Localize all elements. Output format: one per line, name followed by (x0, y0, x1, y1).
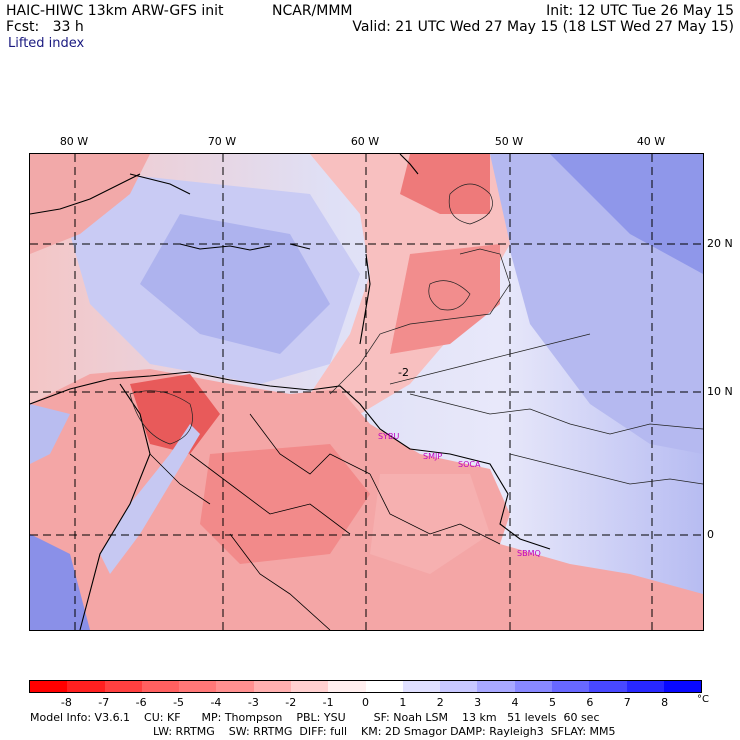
lon-label-60w: 60 W (350, 135, 380, 148)
unstable-core-amazon (200, 444, 370, 564)
colorbar-swatch (216, 681, 254, 692)
unstable-core-atlantic (390, 244, 500, 354)
stable-region-panama (30, 404, 70, 464)
colorbar-tick-label: 0 (362, 696, 369, 709)
colorbar-swatch (67, 681, 105, 692)
coastlines (30, 154, 551, 630)
colorbar-tick-label: 2 (436, 696, 444, 709)
valid-time: Valid: 21 UTC Wed 27 May 15 (18 LST Wed … (352, 19, 734, 35)
colorbar-tick-label: 6 (586, 696, 594, 709)
colorbar-tick-label: 5 (548, 696, 556, 709)
contour-label-minus2: -2 (398, 366, 409, 379)
unstable-core-north (400, 154, 490, 214)
forecast-hour: Fcst: 33 h (6, 19, 84, 35)
station-sybu: SYBU (378, 432, 400, 441)
stable-core-caribbean (140, 214, 330, 354)
station-sbmq: SBMQ (517, 549, 541, 558)
map-canvas: -2 (30, 154, 703, 630)
colorbar-swatch (253, 681, 291, 692)
colorbar-tick-label: -1 (322, 696, 334, 709)
lifted-index-map: -2 (29, 153, 704, 631)
contour-lines (129, 183, 703, 485)
colorbar-swatch (514, 681, 552, 692)
colorbar-tick-label: 4 (511, 696, 519, 709)
colorbar-swatch (141, 681, 180, 692)
country-borders (149, 413, 501, 630)
colorbar-tick-label: 8 (661, 696, 669, 709)
unstable-region-nw (30, 154, 150, 254)
lat-label-equator: 0 (707, 528, 714, 541)
colorbar-swatch (328, 681, 366, 692)
colorbar-tick-label: -4 (210, 696, 222, 709)
colorbar-tick-label: -6 (135, 696, 147, 709)
station-smjp: SMJP (423, 452, 443, 461)
colorbar-tick-label: -2 (285, 696, 297, 709)
colorbar-tick-label: 1 (399, 696, 407, 709)
colorbar-tick-label: -8 (60, 696, 72, 709)
colorbar-swatch (104, 681, 142, 692)
colorbar-swatch (402, 681, 441, 692)
colorbar (29, 680, 702, 693)
footer-model-info: Model Info: V3.6.1 CU: KF MP: Thompson P… (30, 711, 600, 724)
colorbar-tick-label: 7 (623, 696, 631, 709)
lat-label-20n: 20 N (707, 237, 733, 250)
init-time: Init: 12 UTC Tue 26 May 15 (546, 3, 734, 19)
field-name: Lifted index (8, 36, 85, 51)
colorbar-swatch (477, 681, 515, 692)
lon-label-80w: 80 W (59, 135, 89, 148)
colorbar-swatch (179, 681, 217, 692)
colorbar-unit: °C (697, 694, 709, 705)
colorbar-swatch (663, 681, 702, 692)
stable-strip-andes (100, 424, 200, 574)
lon-label-50w: 50 W (494, 135, 524, 148)
lat-lon-grid (30, 154, 703, 630)
colorbar-tick-label: -5 (173, 696, 185, 709)
colorbar-swatch (589, 681, 627, 692)
colorbar-tick-label: -7 (98, 696, 110, 709)
station-soca: SOCA (458, 460, 481, 469)
colorbar-swatch (551, 681, 590, 692)
colorbar-tick-label: -3 (247, 696, 259, 709)
colorbar-swatch (440, 681, 478, 692)
colorbar-swatch (290, 681, 329, 692)
lat-label-10n: 10 N (707, 385, 733, 398)
lon-label-70w: 70 W (207, 135, 237, 148)
colorbar-tick-label: 3 (474, 696, 482, 709)
lon-label-40w: 40 W (636, 135, 666, 148)
footer-physics-info: LW: RRTMG SW: RRTMG DIFF: full KM: 2D Sm… (153, 725, 616, 738)
model-title: HAIC-HIWC 13km ARW-GFS init (6, 3, 224, 19)
unstable-region-guiana (370, 474, 490, 574)
org-label: NCAR/MMM (272, 3, 353, 19)
colorbar-swatch (30, 681, 68, 692)
colorbar-swatch (365, 681, 403, 692)
colorbar-swatch (626, 681, 664, 692)
stable-core-ne (550, 154, 703, 274)
stable-region-pacific (30, 534, 90, 630)
